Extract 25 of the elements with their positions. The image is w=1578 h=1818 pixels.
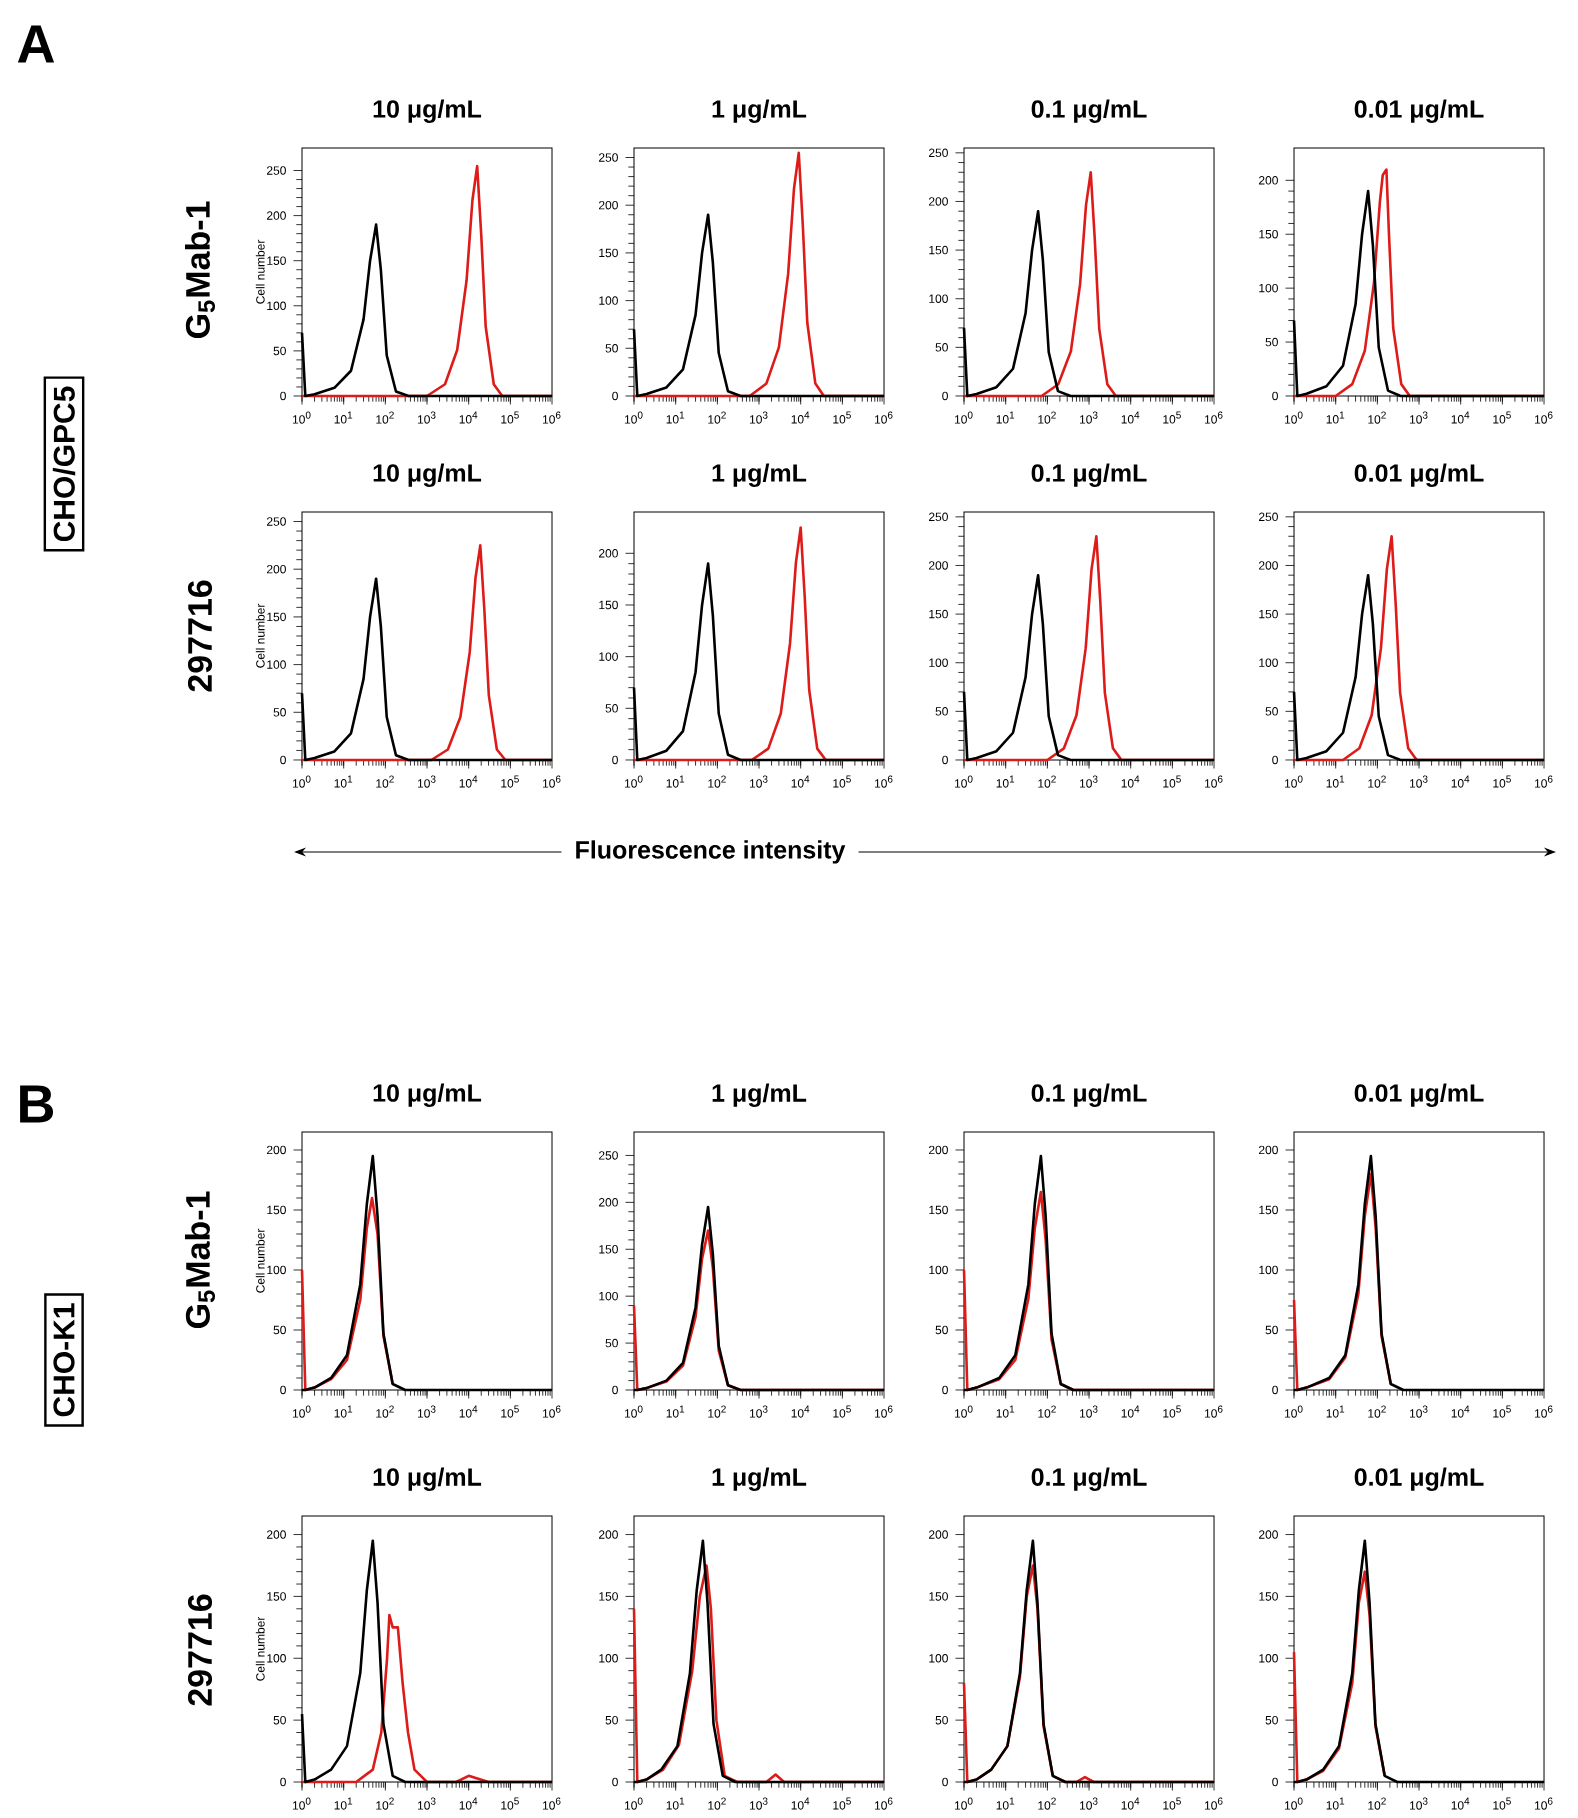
- text: 297716: [187, 1594, 213, 1706]
- chart-title: 0.1 μg/mL: [1031, 99, 1147, 123]
- chart-title: 1 μg/mL: [712, 99, 807, 123]
- chart-title: 0.01 μg/mL: [1354, 463, 1484, 487]
- chart-title: 0.01 μg/mL: [1354, 99, 1484, 123]
- chart-title: 10 μg/mL: [373, 1467, 482, 1491]
- text: CHO/GPC5: [52, 386, 76, 542]
- chart-title: 0.1 μg/mL: [1031, 463, 1147, 487]
- text: 297716: [187, 580, 213, 692]
- chart-title: 10 μg/mL: [373, 463, 482, 487]
- chart-title: 0.01 μg/mL: [1354, 1467, 1484, 1491]
- chart-title: 0.1 μg/mL: [1031, 1467, 1147, 1491]
- chart-title: 10 μg/mL: [373, 1083, 482, 1107]
- chart-title: 10 μg/mL: [373, 99, 482, 123]
- text: Fluorescence intensity: [576, 840, 846, 864]
- chart-title: 1 μg/mL: [712, 1467, 807, 1491]
- text: G$_{5}$Mab-1: [184, 201, 216, 339]
- text: A: [17, 25, 55, 63]
- chart-title: 0.1 μg/mL: [1031, 1083, 1147, 1107]
- chart-title: 1 μg/mL: [712, 463, 807, 487]
- text: CHO-K1: [53, 1303, 75, 1417]
- chart-title: 1 μg/mL: [712, 1083, 807, 1107]
- chart-title: 0.01 μg/mL: [1354, 1083, 1484, 1107]
- text: G$_{5}$Mab-1: [184, 1191, 216, 1329]
- text: B: [20, 1085, 54, 1123]
